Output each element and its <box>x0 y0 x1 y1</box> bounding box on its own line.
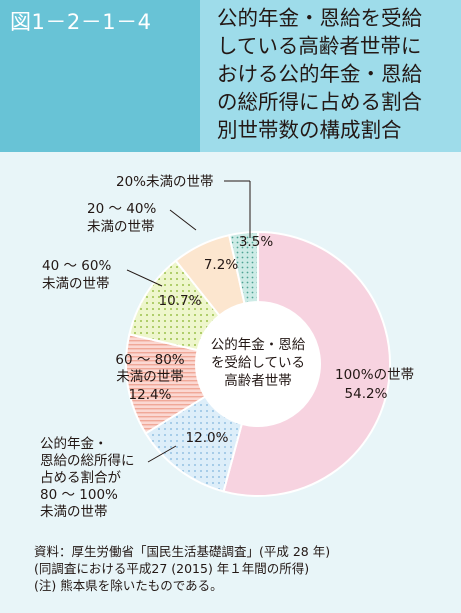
center-label: を受給している <box>211 355 305 371</box>
figure-number-tab: 図1－2－1－4 <box>0 0 200 152</box>
figure-header: 図1－2－1－4 公的年金・恩給を受給 している高齢者世帯に おける公的年金・恩… <box>0 0 461 152</box>
slice-value-label: 10.7% <box>159 293 202 309</box>
slice-label: 恩給の総所得に <box>40 452 135 469</box>
title-line: 公的年金・恩給を受給 <box>217 6 422 30</box>
slice-label: 20%未満の世帯 <box>116 174 214 190</box>
slice-label: 60 ～ 80% <box>115 352 184 368</box>
footnote: (注) 熊本県を除いたものである。 <box>34 578 223 593</box>
donut-slices <box>125 230 391 497</box>
center-label: 高齢者世帯 <box>224 372 292 389</box>
title-line: の総所得に占める割合 <box>217 90 422 114</box>
center-label: 公的年金・恩給 <box>211 337 306 353</box>
slice-label: 公的年金・ <box>40 436 108 452</box>
slice-label: 未満の世帯 <box>40 504 108 520</box>
slice-label: 20 ～ 40% <box>87 201 156 217</box>
figure-title: 公的年金・恩給を受給 している高齢者世帯に おける公的年金・恩給 の総所得に占め… <box>200 0 461 152</box>
leader-line <box>126 269 163 287</box>
slice-label: 未満の世帯 <box>116 369 184 385</box>
slice-label: 未満の世帯 <box>42 276 110 292</box>
slice-value-label: 12.0% <box>186 430 229 446</box>
leader-lines <box>126 180 251 463</box>
source-note: 資料：厚生労働省「国民生活基礎調査」(平成 28 年) <box>34 544 331 559</box>
slice-label: 100%の世帯 <box>335 367 414 383</box>
figure-number: 図1－2－1－4 <box>10 10 152 34</box>
slice-value-label: 7.2% <box>204 257 238 273</box>
title-line: おける公的年金・恩給 <box>217 62 422 86</box>
slice-value-label: 12.4% <box>129 387 172 403</box>
title-line: 別世帯数の構成割合 <box>217 118 402 142</box>
source-note: (同調査における平成27 (2015) 年１年間の所得) <box>34 561 310 576</box>
slice-label: 80 ～ 100% <box>40 487 118 503</box>
slice-label: 未満の世帯 <box>87 219 155 235</box>
donut-hole <box>196 302 320 426</box>
title-line: している高齢者世帯に <box>217 34 422 58</box>
leader-line <box>169 209 197 231</box>
slice-label: 40 ～ 60% <box>42 258 111 274</box>
slice-label: 占める割合が <box>40 469 121 486</box>
slice-value-label: 54.2% <box>345 386 388 402</box>
slice-value-label: 3.5% <box>239 234 273 250</box>
chart-labels: 100%の世帯 54.2% 公的年金・ 恩給の総所得に 占める割合が 80 ～ … <box>40 174 414 520</box>
leader-line <box>147 445 177 463</box>
